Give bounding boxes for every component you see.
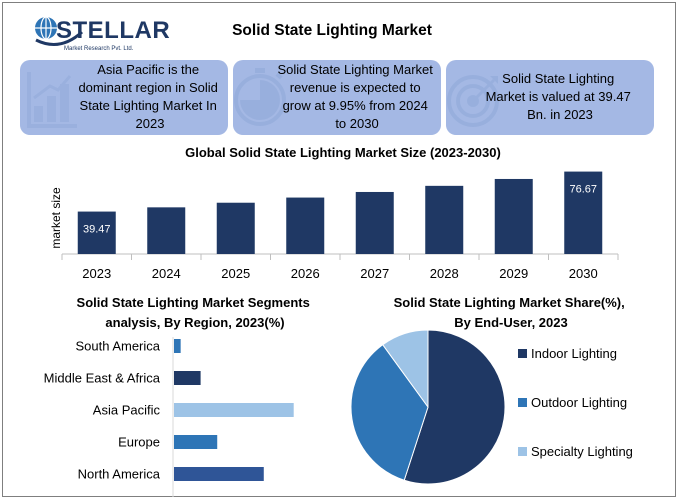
card-text: Asia Pacific is the dominant region in S…	[78, 62, 221, 131]
stat-card-value: Solid State Lighting Market is valued at…	[446, 60, 654, 135]
x-tick-label: 2024	[152, 266, 181, 281]
pie-slice	[350, 344, 429, 481]
card-line: grow at 9.95% from 2024	[283, 98, 428, 113]
card-line: Market is valued at 39.47	[486, 89, 631, 104]
x-tick-label: 2029	[499, 266, 528, 281]
card-text: Solid State Lighting Market revenue is e…	[278, 62, 437, 131]
pie-slice	[403, 329, 506, 485]
pie-slice	[382, 329, 429, 409]
pie-title-line: Solid State Lighting Market Share(%),	[394, 295, 625, 310]
stat-card-growth: Solid State Lighting Market revenue is e…	[233, 60, 441, 135]
logo-globe-icon	[35, 16, 84, 46]
bar-2025	[216, 202, 255, 254]
legend-label: Specialty Lighting	[531, 444, 633, 459]
region-bar	[174, 435, 218, 449]
bar-2027	[355, 191, 394, 254]
card-line: Solid State Lighting Market	[278, 62, 434, 77]
logo-text: STELLAR	[56, 17, 170, 44]
x-tick-label: 2025	[221, 266, 250, 281]
target-icon	[447, 75, 499, 127]
card-line: Solid State Lighting	[502, 71, 614, 86]
legend-swatch	[518, 447, 527, 456]
bar-2023	[77, 211, 116, 254]
page-title: Solid State Lighting Market	[232, 22, 432, 39]
pie-chart-title: Solid State Lighting Market Share(%), By…	[394, 295, 629, 330]
card-line: revenue is expected to	[290, 80, 421, 95]
card-line: dominant region in Solid	[78, 80, 217, 95]
region-title-line: Solid State Lighting Market Segments	[77, 295, 310, 310]
bar-2030	[564, 171, 603, 254]
x-tick-label: 2026	[291, 266, 320, 281]
logo: STELLAR Market Research Pvt. Ltd.	[35, 16, 170, 52]
region-label: South America	[75, 339, 160, 354]
stopwatch-icon	[234, 68, 286, 126]
region-bar	[174, 467, 264, 481]
card-line: to 2030	[335, 116, 378, 131]
region-chart: Solid State Lighting Market Segments ana…	[44, 295, 314, 497]
pie-title-line: By End-User, 2023	[454, 315, 567, 330]
bar-2029	[494, 178, 533, 254]
legend-label: Indoor Lighting	[531, 346, 617, 361]
card-line: State Lighting Market In	[80, 98, 217, 113]
card-line: 2023	[136, 116, 165, 131]
x-tick-label: 2023	[82, 266, 111, 281]
card-line: Bn. in 2023	[527, 107, 593, 122]
x-tick-label: 2028	[430, 266, 459, 281]
legend-label: Outdoor Lighting	[531, 395, 627, 410]
region-chart-title: Solid State Lighting Market Segments ana…	[77, 295, 314, 330]
logo-tagline: Market Research Pvt. Ltd.	[64, 46, 134, 52]
region-bar	[174, 403, 294, 417]
region-label: North America	[78, 467, 161, 482]
data-label: 76.67	[569, 184, 597, 196]
card-line: Asia Pacific is the	[97, 62, 199, 77]
legend-swatch	[518, 349, 527, 358]
region-bar	[174, 339, 181, 353]
region-label: Middle East & Africa	[44, 371, 161, 386]
stat-card-region: Asia Pacific is the dominant region in S…	[20, 60, 228, 135]
bar-2024	[147, 207, 186, 254]
region-title-line: analysis, By Region, 2023(%)	[105, 315, 284, 330]
data-label: 39.47	[83, 224, 111, 236]
x-tick-label: 2030	[569, 266, 598, 281]
bar-2026	[286, 197, 325, 254]
bar-chart-icon	[27, 72, 77, 128]
legend-swatch	[518, 398, 527, 407]
market-size-chart: Global Solid State Lighting Market Size …	[49, 145, 619, 281]
region-label: Europe	[118, 435, 160, 450]
end-user-pie-chart: Solid State Lighting Market Share(%), By…	[350, 295, 633, 485]
chart-title: Global Solid State Lighting Market Size …	[185, 145, 501, 160]
region-bar	[174, 371, 201, 385]
bar-2028	[425, 185, 464, 254]
y-axis-label: market size	[49, 187, 63, 249]
region-label: Asia Pacific	[93, 403, 161, 418]
x-tick-label: 2027	[360, 266, 389, 281]
card-text: Solid State Lighting Market is valued at…	[486, 71, 635, 122]
